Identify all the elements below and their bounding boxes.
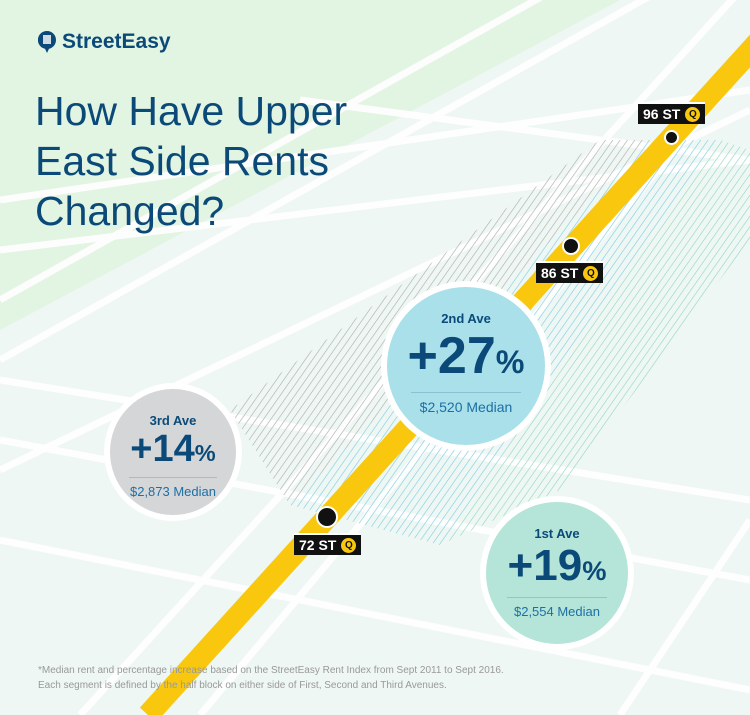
- footnote-line: *Median rent and percentage increase bas…: [38, 665, 504, 676]
- avenue-name: 1st Ave: [534, 526, 580, 541]
- station-name: 72 ST: [299, 537, 337, 553]
- avenue-name: 2nd Ave: [441, 311, 491, 326]
- percent-change: +27%: [407, 327, 525, 385]
- q-line-icon: Q: [341, 537, 357, 553]
- building-chat-icon: [38, 31, 56, 53]
- median-rent: $2,520 Median: [419, 399, 513, 415]
- station-dot-86: [562, 237, 580, 255]
- page-title: How Have Upper East Side Rents Changed?: [35, 88, 348, 234]
- 3rd-ave-circle: 3rd Ave +14% $2,873 Median: [104, 383, 242, 521]
- park-area: [0, 0, 620, 330]
- median-rent: $2,873 Median: [129, 484, 216, 499]
- footnote: *Median rent and percentage increase bas…: [38, 663, 504, 693]
- avenue-name: 3rd Ave: [149, 413, 197, 428]
- station-72-st: 72 ST Q: [294, 533, 362, 555]
- station-86-st: 86 ST Q: [536, 261, 604, 283]
- station-name: 86 ST: [541, 265, 579, 281]
- station-name: 96 ST: [643, 106, 681, 122]
- percent-change: +14%: [130, 428, 216, 470]
- 1st-ave-segment: [440, 140, 750, 545]
- station-dot-96: [664, 130, 679, 145]
- footnote-line: Each segment is defined by the half bloc…: [38, 680, 447, 691]
- station-dot-72: [316, 506, 338, 528]
- 2nd-ave-circle: 2nd Ave +27% $2,520 Median: [381, 281, 551, 451]
- 1st-ave-circle: 1st Ave +19% $2,554 Median: [480, 496, 634, 650]
- q-line-icon: Q: [685, 106, 701, 122]
- percent-change: +19%: [507, 541, 607, 590]
- median-rent: $2,554 Median: [513, 604, 600, 619]
- station-96-st: 96 ST Q: [638, 102, 706, 124]
- brand-name: StreetEasy: [62, 30, 171, 53]
- q-line-icon: Q: [583, 265, 599, 281]
- logo: StreetEasy: [38, 30, 171, 54]
